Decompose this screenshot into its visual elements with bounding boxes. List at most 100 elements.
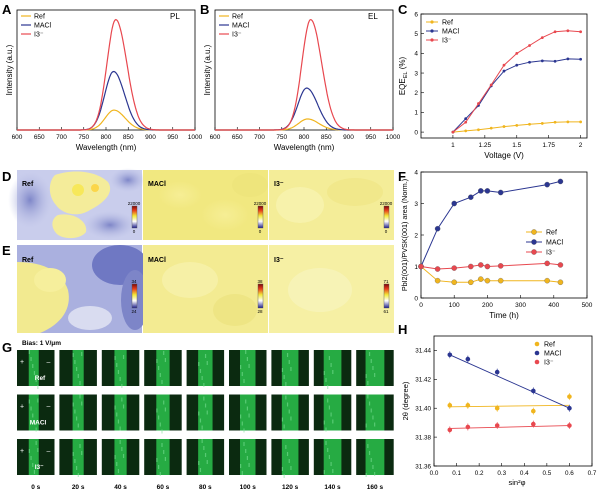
channel-texture — [288, 409, 290, 414]
strain-y-tick-label: 31.44 — [415, 348, 431, 355]
channel-texture — [290, 416, 292, 421]
panel-letter-G: G — [2, 340, 12, 355]
channel-texture — [164, 358, 166, 362]
el-x-tick-label: 650 — [232, 134, 243, 141]
channel-texture — [122, 454, 125, 458]
pl-colorbar-macl-min: 0 — [259, 229, 262, 234]
eqe-x-tick-label: 1.25 — [479, 142, 492, 149]
time-label: 20 s — [72, 484, 85, 491]
channel-texture — [76, 367, 78, 371]
peak-colorbar-i3-min: 61 — [383, 309, 389, 314]
channel-texture — [119, 377, 121, 381]
eqe-series-3-point — [528, 44, 531, 47]
peak-map-ref-label: Ref — [22, 257, 34, 264]
ratio-series-1-point — [468, 279, 474, 285]
channel-texture — [368, 451, 371, 455]
channel-texture — [206, 460, 208, 464]
channel-texture — [74, 459, 76, 463]
eqe-y-tick-label: 2 — [414, 90, 418, 97]
pl-colorbar-macl — [257, 205, 264, 229]
eqe-y-tick-label: 5 — [414, 31, 418, 38]
time-label: 160 s — [367, 484, 384, 491]
channel-texture — [367, 394, 369, 399]
peak-colorbar-ref-max: 34 — [131, 279, 137, 284]
pl-x-tick-label: 950 — [167, 134, 178, 141]
eqe-x-tick-label: 1.5 — [512, 142, 521, 149]
el-y-axis-label: Intensity (a.u.) — [203, 44, 212, 95]
eqe-y-tick-label: 0 — [414, 129, 418, 136]
channel-texture — [204, 354, 207, 358]
strain-legend-label: Ref — [544, 342, 555, 349]
channel-texture — [79, 394, 81, 399]
channel-texture — [198, 461, 200, 465]
strain-y-tick-label: 31.42 — [415, 377, 431, 384]
channel-texture — [203, 446, 205, 450]
channel-band — [281, 439, 299, 475]
strain-y-tick-label: 31.40 — [415, 406, 431, 413]
channel-texture — [164, 457, 166, 461]
ratio-series-1-point — [557, 279, 564, 285]
eqe-legend-marker — [430, 29, 434, 33]
channel-texture — [199, 369, 202, 373]
panel-letter-H: H — [398, 322, 407, 337]
channel-texture — [243, 428, 245, 433]
peak-colorbar-ref — [131, 283, 138, 309]
channel-texture — [365, 374, 367, 378]
eqe-series-3-point — [579, 30, 583, 34]
panel-letter-A: A — [2, 2, 12, 17]
channel-texture — [332, 469, 334, 473]
channel-texture — [367, 444, 369, 448]
strain-plot-frame — [433, 335, 593, 467]
strain-series-1-point — [465, 403, 471, 408]
eqe-series-1-point — [502, 125, 506, 128]
time-label: 40 s — [114, 484, 127, 491]
eqe-series-1-point — [566, 120, 570, 124]
ratio-series-1-point — [497, 277, 504, 284]
eqe-series-2-point — [579, 57, 583, 61]
eqe-y-axis-unit: (%) — [398, 57, 407, 72]
channel-band — [28, 394, 39, 431]
electrode-plus-label: + — [20, 448, 24, 455]
el-legend-label: MACl — [232, 23, 250, 30]
ratio-series-2-point — [478, 188, 484, 194]
channel-texture — [246, 357, 248, 361]
ratio-series-1-point — [451, 279, 457, 285]
ratio-series-3-line — [420, 262, 561, 270]
row-label: Ref — [35, 375, 46, 382]
channel-texture — [245, 449, 247, 453]
channel-texture — [204, 403, 207, 408]
strain-x-tick-label: 0.2 — [475, 470, 484, 477]
eqe-voltage-chart: 1 1.25 1.5 1.75 2 0 1 2 3 4 5 6 Voltage (V) EQEEL (%)… — [398, 11, 588, 160]
channel-texture — [332, 419, 334, 424]
channel-texture — [114, 405, 116, 410]
pl-legend-label: MACl — [34, 23, 52, 30]
channel-texture — [163, 400, 165, 405]
channel-texture — [201, 425, 203, 430]
row-label: I3⁻ — [35, 464, 44, 471]
channel-texture — [285, 382, 287, 386]
pl-colorbar-macl-max: 22000 — [254, 201, 267, 206]
ratio-series-2-point — [544, 181, 550, 188]
el-series-3-line — [215, 19, 393, 131]
channel-texture — [81, 401, 83, 406]
eqe-series-3-point — [540, 36, 544, 40]
eqe-series-2-point — [502, 69, 506, 73]
channel-texture — [77, 423, 79, 428]
channel-texture — [327, 398, 329, 403]
channel-texture — [288, 360, 290, 364]
panel-letter-C: C — [398, 2, 408, 17]
channel-texture — [79, 381, 81, 385]
channel-texture — [374, 373, 376, 377]
strain-legend-label: I3⁻ — [544, 360, 554, 367]
ratio-legend-marker — [531, 249, 537, 255]
channel-band — [114, 439, 127, 475]
channel-texture — [77, 473, 79, 477]
channel-texture — [374, 472, 376, 476]
strain-legend-marker — [534, 341, 540, 347]
channel-texture — [365, 473, 367, 477]
ratio-x-tick-label: 500 — [582, 302, 593, 309]
ratio-series-2-point — [434, 225, 441, 232]
channel-texture — [243, 379, 245, 383]
pl-series-2-line — [17, 70, 195, 131]
el-x-tick-label: 800 — [299, 134, 310, 141]
